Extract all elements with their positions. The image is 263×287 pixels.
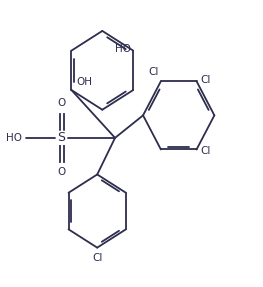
Text: Cl: Cl <box>200 75 211 85</box>
Text: OH: OH <box>77 77 93 87</box>
Text: Cl: Cl <box>92 253 102 263</box>
Text: HO: HO <box>6 133 22 143</box>
Text: Cl: Cl <box>148 67 158 77</box>
Text: S: S <box>58 131 65 144</box>
Text: O: O <box>57 167 66 177</box>
Text: Cl: Cl <box>200 146 211 156</box>
Text: HO: HO <box>115 44 131 54</box>
Text: O: O <box>57 98 66 108</box>
